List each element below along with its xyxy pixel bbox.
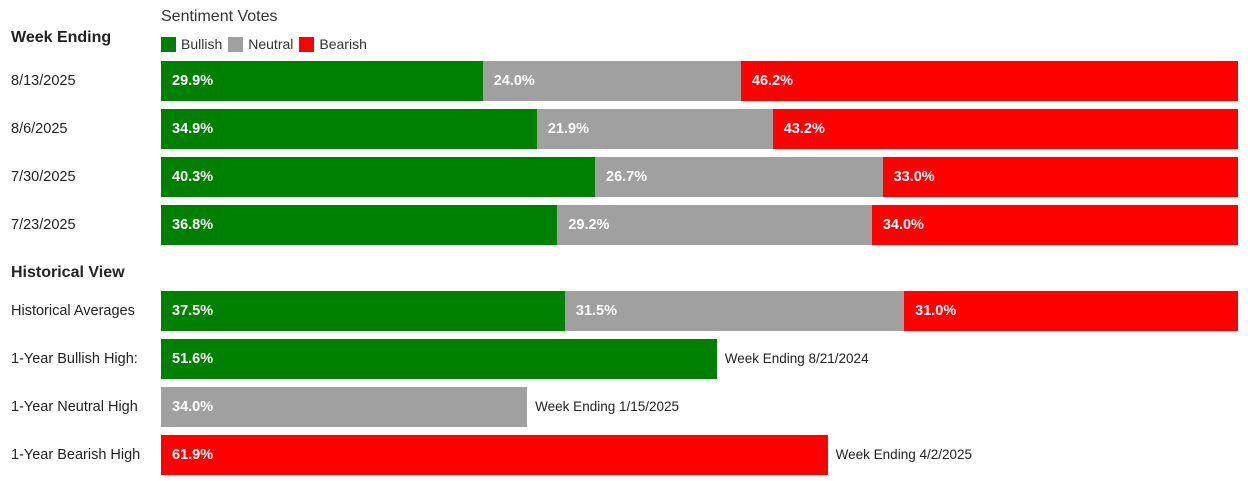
historical-row-1-value-bullish: 37.5% (172, 303, 214, 319)
week-row-4-segment-bullish: 36.8% (161, 205, 558, 245)
week-row-1-segment-bullish: 29.9% (161, 61, 483, 101)
legend-swatch-bullish (161, 36, 176, 52)
historical-row-3-note: Week Ending 1/15/2025 (535, 399, 680, 414)
legend-label-neutral: Neutral (248, 36, 294, 52)
week-row-4-value-bearish: 34.0% (882, 217, 924, 233)
historical-row-1-segment-bearish: 31.0% (904, 291, 1238, 331)
historical-row-3-segment-neutral: 34.0% (161, 387, 528, 427)
week-row-3-segment-neutral: 26.7% (595, 157, 883, 197)
week-row-3-segment-bullish: 40.3% (161, 157, 596, 197)
week-row-4-label: 7/23/2025 (11, 217, 76, 233)
legend-swatch-neutral (228, 36, 244, 52)
historical-row-1-segment-bullish: 37.5% (161, 291, 565, 331)
week-row-2-bar: 34.9% 21.9% 43.2% (161, 109, 1238, 149)
week-row-1-segment-bearish: 46.2% (740, 61, 1238, 101)
week-row-1-value-bearish: 46.2% (751, 73, 794, 89)
historical-row-4-note: Week Ending 4/2/2025 (835, 447, 973, 462)
historical-row-4-label: 1-Year Bearish High (11, 447, 141, 463)
historical-row-1-value-neutral: 31.5% (575, 303, 617, 319)
week-row-2-segment-bullish: 34.9% (161, 109, 537, 149)
week-row-3-value-bearish: 33.0% (893, 169, 935, 185)
historical-row-2-bar: 51.6% (161, 339, 717, 379)
legend-item-bearish: Bearish (299, 36, 367, 52)
week-row-3-value-bullish: 40.3% (172, 169, 214, 185)
legend-title: Sentiment Votes (161, 8, 278, 25)
week-row-1-value-bullish: 29.9% (172, 73, 214, 89)
week-row-2-segment-bearish: 43.2% (772, 109, 1238, 149)
historical-row-3-label: 1-Year Neutral High (11, 399, 138, 415)
legend-label-bullish: Bullish (181, 36, 223, 52)
legend-swatch-bearish (299, 36, 315, 52)
section-heading-historical: Historical View (11, 264, 125, 281)
week-row-4-value-neutral: 29.2% (568, 217, 610, 233)
historical-row-1-label: Historical Averages (11, 303, 135, 319)
week-row-1-value-neutral: 24.0% (493, 73, 535, 89)
week-row-3-segment-bearish: 33.0% (882, 157, 1238, 197)
week-row-2-value-bullish: 34.9% (172, 121, 214, 137)
historical-row-1-bar: 37.5% 31.5% 31.0% (161, 291, 1238, 331)
historical-row-3-value: 34.0% (172, 399, 214, 415)
historical-row-3-bar: 34.0% (161, 387, 528, 427)
week-row-1-label: 8/13/2025 (11, 73, 76, 89)
historical-row-4-segment-bearish: 61.9% (161, 435, 828, 475)
historical-row-1-segment-neutral: 31.5% (564, 291, 905, 331)
historical-row-2-note: Week Ending 8/21/2024 (724, 351, 869, 366)
week-row-4-segment-bearish: 34.0% (871, 205, 1238, 245)
historical-row-2-value: 51.6% (172, 351, 214, 367)
week-row-4-bar: 36.8% 29.2% 34.0% (161, 205, 1238, 245)
historical-row-2-segment-bullish: 51.6% (161, 339, 717, 379)
week-row-4-value-bullish: 36.8% (172, 217, 214, 233)
week-row-2-label: 8/6/2025 (11, 121, 68, 137)
week-row-3-value-neutral: 26.7% (606, 169, 648, 185)
week-row-3-bar: 40.3% 26.7% 33.0% (161, 157, 1238, 197)
section-heading-week-ending: Week Ending (11, 29, 112, 46)
historical-row-4-bar: 61.9% (161, 435, 828, 475)
week-row-2-value-bearish: 43.2% (783, 121, 825, 137)
historical-row-2-label: 1-Year Bullish High: (11, 351, 138, 367)
week-row-4-segment-neutral: 29.2% (557, 205, 872, 245)
week-row-3-label: 7/30/2025 (11, 169, 76, 185)
legend-item-neutral: Neutral (228, 36, 293, 52)
week-row-2-segment-neutral: 21.9% (536, 109, 773, 149)
legend-item-bullish: Bullish (161, 36, 222, 52)
week-row-1-bar: 29.9% 24.0% 46.2% (161, 61, 1238, 101)
historical-row-4-value: 61.9% (172, 447, 214, 463)
week-row-2-value-neutral: 21.9% (547, 121, 589, 137)
week-row-1-segment-neutral: 24.0% (482, 61, 741, 101)
legend-label-bearish: Bearish (319, 36, 367, 52)
legend: Bullish Neutral Bearish (161, 36, 373, 52)
historical-row-1-value-bearish: 31.0% (915, 303, 957, 319)
